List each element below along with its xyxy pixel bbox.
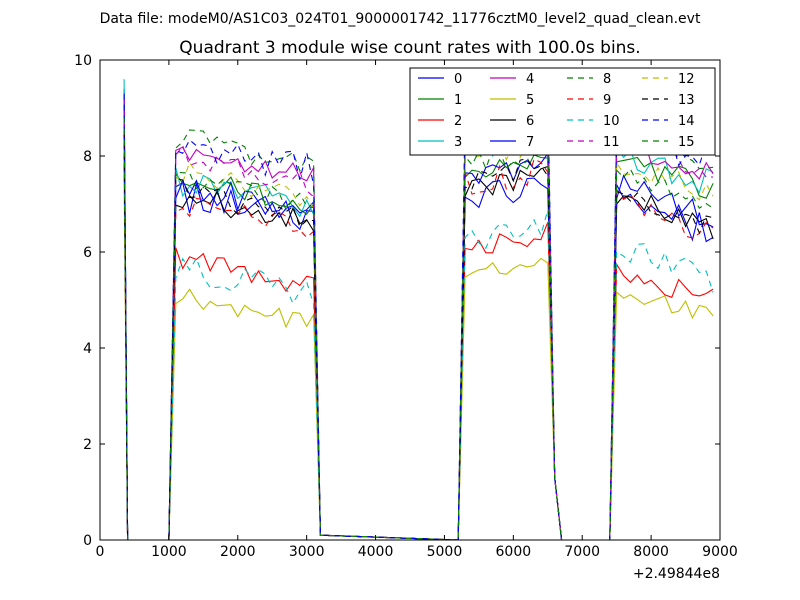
y-tick-label: 0 [83, 533, 92, 549]
x-tick-label: 8000 [633, 544, 669, 560]
x-tick-label: 4000 [358, 544, 394, 560]
legend-label-0: 0 [454, 72, 462, 87]
y-tick-label: 4 [83, 341, 92, 357]
x-tick-label: 5000 [427, 544, 463, 560]
chart-title: Quadrant 3 module wise count rates with … [179, 38, 640, 58]
legend-label-4: 4 [526, 72, 534, 87]
y-tick-label: 6 [83, 245, 92, 261]
plot-frame [99, 59, 721, 541]
legend-label-13: 13 [678, 93, 695, 108]
x-tick-label: 2000 [220, 544, 256, 560]
suptitle: Data file: modeM0/AS1C03_024T01_90000017… [100, 11, 701, 27]
x-tick-label: 3000 [289, 544, 325, 560]
legend-label-5: 5 [526, 93, 534, 108]
x-axis: 0 1000 2000 3000 4000 5000 6000 7000 8000 9000 [96, 60, 738, 560]
x-tick-label: 0 [96, 544, 105, 560]
legend-label-3: 3 [454, 135, 462, 150]
series-line-15 [123, 117, 714, 540]
y-tick-label: 8 [83, 149, 92, 165]
legend-label-1: 1 [454, 93, 462, 108]
series-line-10 [123, 146, 714, 540]
series-line-11 [123, 98, 714, 540]
legend-label-15: 15 [678, 135, 695, 150]
series-line-7 [123, 98, 714, 540]
series-line-1 [123, 107, 714, 540]
legend-label-6: 6 [526, 114, 534, 129]
legend-label-12: 12 [678, 72, 695, 87]
series-line-6 [123, 136, 714, 540]
series-line-9 [123, 131, 714, 540]
x-offset-label: +2.49844e8 [633, 566, 720, 582]
legend-label-11: 11 [603, 135, 620, 150]
y-tick-label: 10 [74, 53, 92, 69]
x-tick-label: 6000 [496, 544, 532, 560]
series-line-5 [123, 179, 714, 540]
series-line-4 [123, 98, 714, 540]
series-line-14 [123, 92, 714, 540]
legend-label-7: 7 [526, 135, 534, 150]
y-tick-label: 2 [83, 437, 92, 453]
legend-label-9: 9 [603, 93, 611, 108]
legend-label-2: 2 [454, 114, 462, 129]
series-line-13 [123, 131, 714, 540]
legend-label-10: 10 [603, 114, 620, 129]
series-line-2 [123, 155, 714, 540]
x-tick-label: 9000 [702, 544, 738, 560]
series-line-12 [123, 117, 714, 540]
legend-label-8: 8 [603, 72, 611, 87]
legend-label-14: 14 [678, 114, 695, 129]
x-tick-label: 1000 [151, 544, 187, 560]
x-tick-label: 7000 [564, 544, 600, 560]
